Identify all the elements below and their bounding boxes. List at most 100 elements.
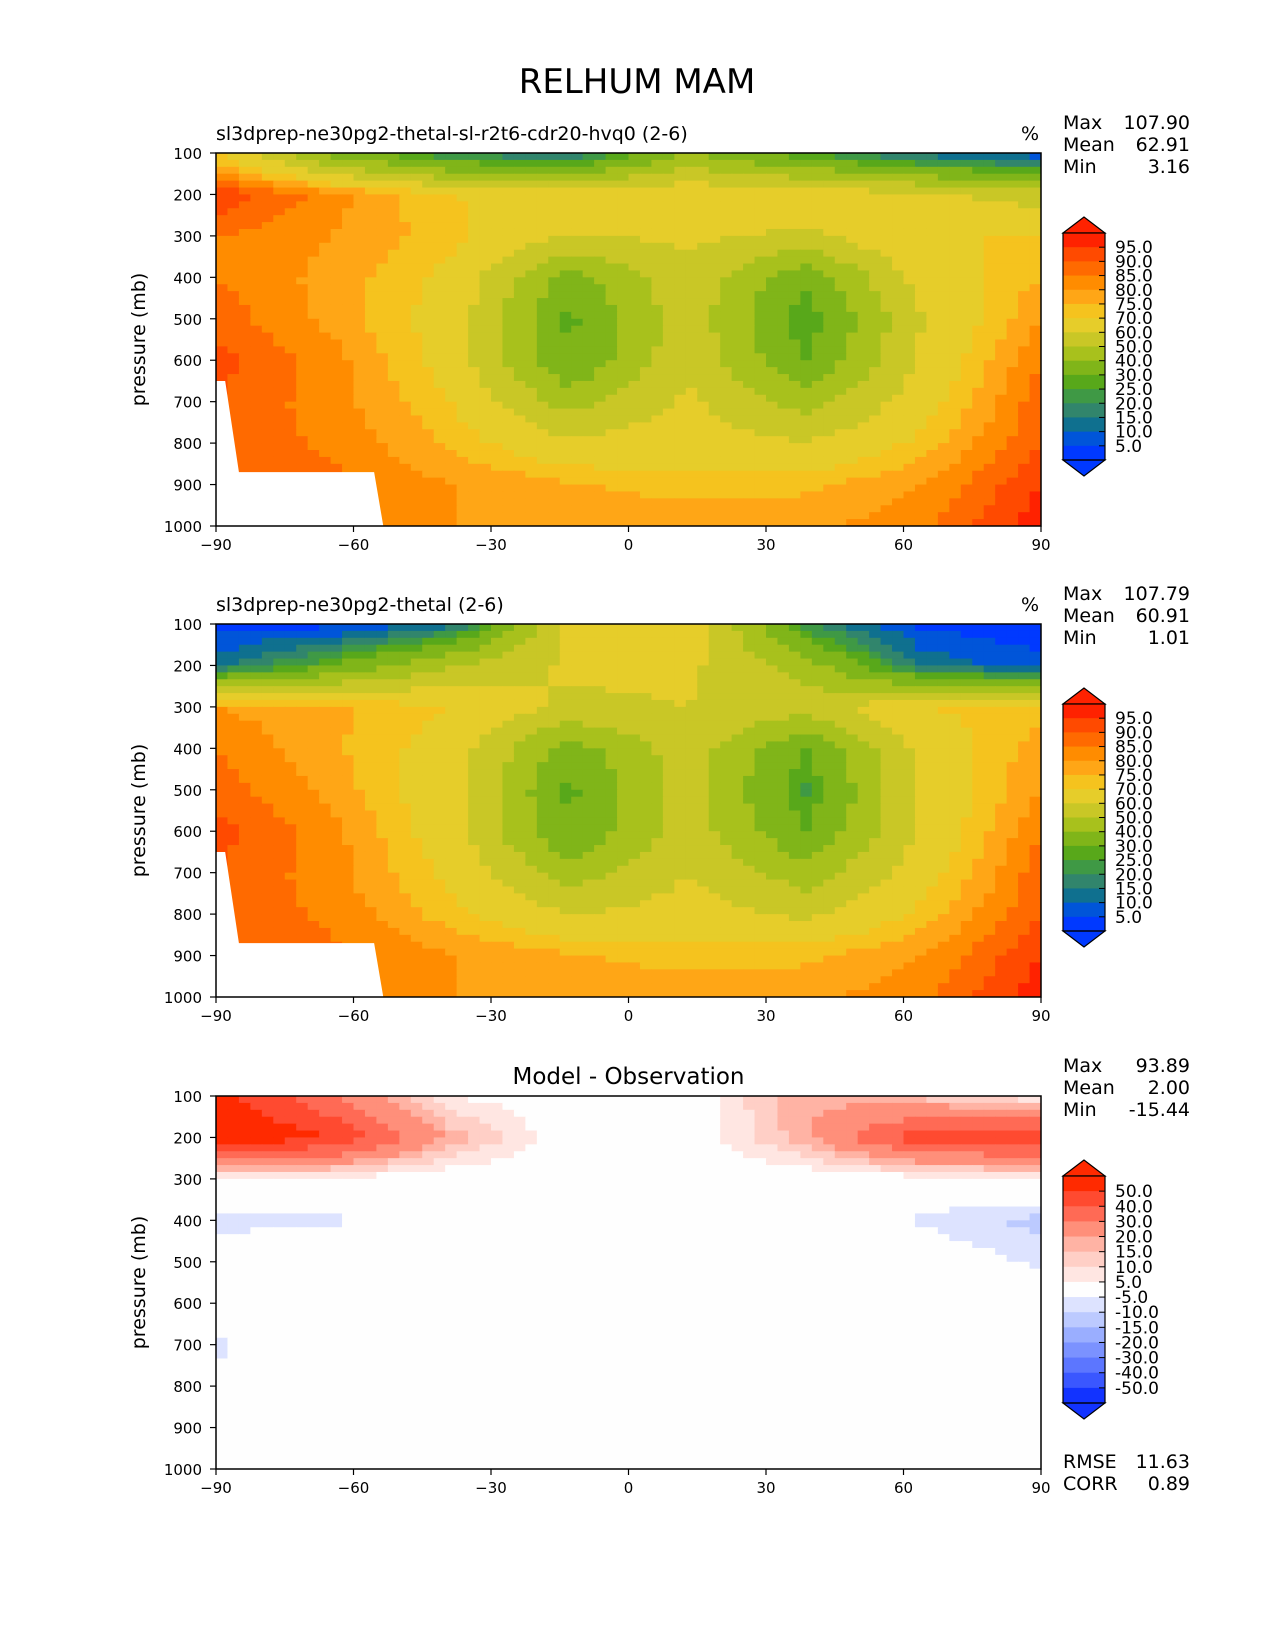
field-cell [788, 651, 801, 660]
field-cell [743, 332, 756, 341]
field-cell [571, 339, 584, 348]
field-cell [639, 325, 653, 334]
field-cell [594, 443, 607, 451]
field-cell [536, 235, 549, 244]
field-cell [857, 693, 870, 701]
field-cell [697, 429, 710, 437]
field-cell [548, 180, 561, 189]
field-cell [892, 242, 905, 251]
field-cell [594, 298, 607, 306]
field-cell [995, 456, 1008, 465]
field-cell [342, 456, 355, 465]
field-cell [1018, 415, 1031, 423]
field-cell [342, 208, 355, 216]
field-cell [513, 166, 526, 175]
field-cell [697, 456, 710, 465]
field-cell [548, 512, 561, 520]
field-cell [399, 256, 412, 265]
field-cell [823, 658, 836, 667]
field-cell [811, 394, 824, 403]
field-cell [628, 699, 641, 708]
field-cell [1029, 443, 1041, 451]
field-cell [261, 346, 274, 354]
field-cell [605, 201, 618, 209]
field-cell [594, 394, 607, 403]
field-cell [628, 519, 641, 526]
field-cell [811, 491, 824, 499]
field-cell [387, 208, 400, 216]
field-cell [708, 512, 721, 520]
field-cell [834, 187, 847, 196]
field-cell [582, 422, 595, 430]
field-cell [766, 686, 779, 694]
field-cell [422, 624, 435, 632]
field-cell [342, 699, 355, 708]
field-cell [605, 408, 618, 417]
field-cell [800, 679, 813, 687]
field-cell [823, 318, 836, 327]
field-cell [777, 512, 790, 520]
field-cell [582, 360, 595, 368]
field-cell [594, 194, 607, 202]
field-cell [594, 706, 607, 715]
field-cell [743, 166, 756, 175]
field-cell [639, 208, 653, 216]
figure-title: RELHUM MAM [519, 62, 756, 102]
field-cell [697, 298, 710, 306]
field-cell [216, 159, 229, 168]
field-cell [639, 298, 653, 306]
field-cell [766, 470, 779, 479]
field-cell [662, 235, 675, 244]
field-cell [491, 263, 504, 272]
field-cell [926, 706, 939, 715]
field-cell [617, 159, 630, 168]
field-cell [261, 693, 274, 701]
field-cell [502, 201, 515, 209]
field-cell [697, 153, 710, 161]
field-cell [777, 304, 790, 313]
field-cell [823, 325, 836, 334]
field-cell [410, 443, 423, 451]
field-cell [857, 686, 870, 694]
field-cell [353, 311, 366, 320]
field-cell [662, 651, 675, 660]
field-cell [662, 166, 675, 175]
field-cell [731, 699, 744, 708]
field-cell [216, 651, 229, 660]
x-tick-label: 60 [894, 536, 913, 554]
field-cell [296, 166, 309, 175]
field-cell [433, 422, 446, 430]
field-cell [342, 325, 355, 334]
field-cell [754, 470, 767, 479]
field-cell [227, 311, 240, 320]
field-cell [216, 318, 229, 327]
field-cell [892, 298, 905, 306]
field-cell [960, 443, 973, 451]
colorbar: 95.090.085.080.075.070.060.050.040.030.0… [1061, 216, 1153, 477]
field-cell [594, 491, 607, 499]
field-cell [238, 436, 251, 444]
field-cell [857, 166, 870, 175]
field-cell [559, 436, 572, 444]
field-cell [227, 249, 240, 258]
field-cell [571, 443, 584, 451]
field-cell [995, 450, 1008, 458]
field-cell [639, 242, 653, 251]
field-cell [227, 187, 240, 196]
field-cell [548, 443, 561, 451]
field-cell [376, 208, 389, 216]
field-cell [731, 665, 744, 673]
field-cell [811, 706, 824, 715]
field-cell [559, 346, 572, 354]
field-cell [846, 270, 859, 278]
field-cell [834, 249, 847, 258]
field-cell [284, 360, 297, 368]
field-cell [284, 624, 297, 632]
field-cell [720, 491, 733, 499]
field-cell [468, 153, 481, 161]
field-cell [582, 153, 595, 161]
field-cell [1006, 463, 1019, 472]
field-cell [296, 367, 309, 375]
field-cell [926, 284, 939, 292]
field-cell [605, 380, 618, 389]
